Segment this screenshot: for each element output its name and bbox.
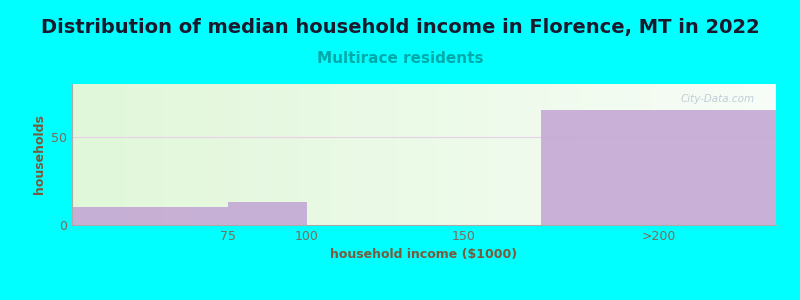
Text: Multirace residents: Multirace residents <box>317 51 483 66</box>
Bar <box>229 202 306 225</box>
X-axis label: household income ($1000): household income ($1000) <box>330 248 518 261</box>
Bar <box>542 110 776 225</box>
Bar <box>72 207 229 225</box>
Text: Distribution of median household income in Florence, MT in 2022: Distribution of median household income … <box>41 18 759 37</box>
Y-axis label: households: households <box>33 115 46 194</box>
Text: City-Data.com: City-Data.com <box>681 94 755 104</box>
